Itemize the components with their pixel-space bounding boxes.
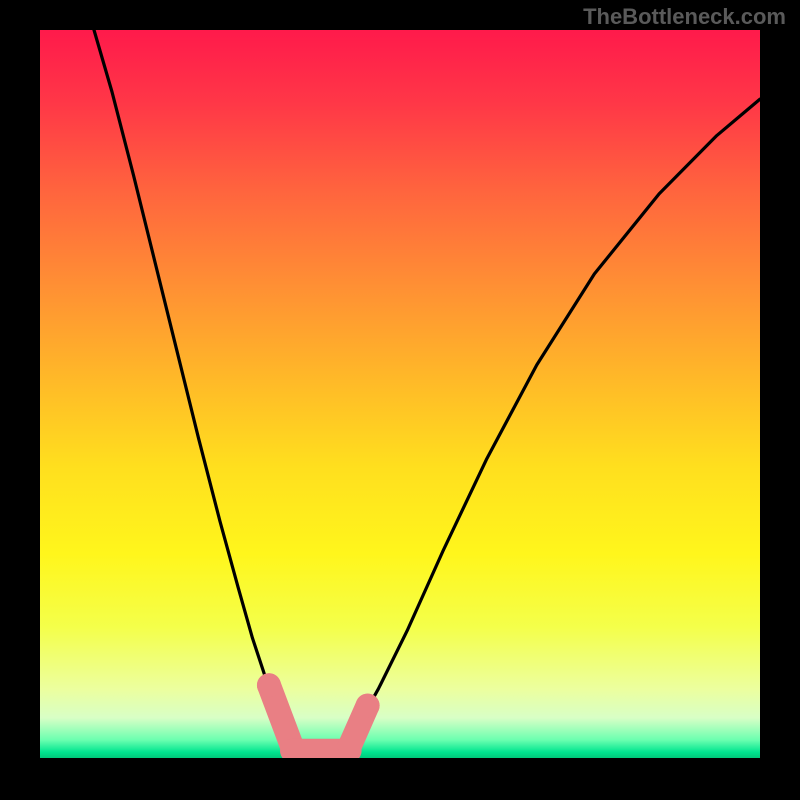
bottleneck-chart	[0, 0, 800, 800]
watermark-text: TheBottleneck.com	[583, 4, 786, 30]
chart-frame: TheBottleneck.com	[0, 0, 800, 800]
plot-background	[40, 30, 760, 758]
